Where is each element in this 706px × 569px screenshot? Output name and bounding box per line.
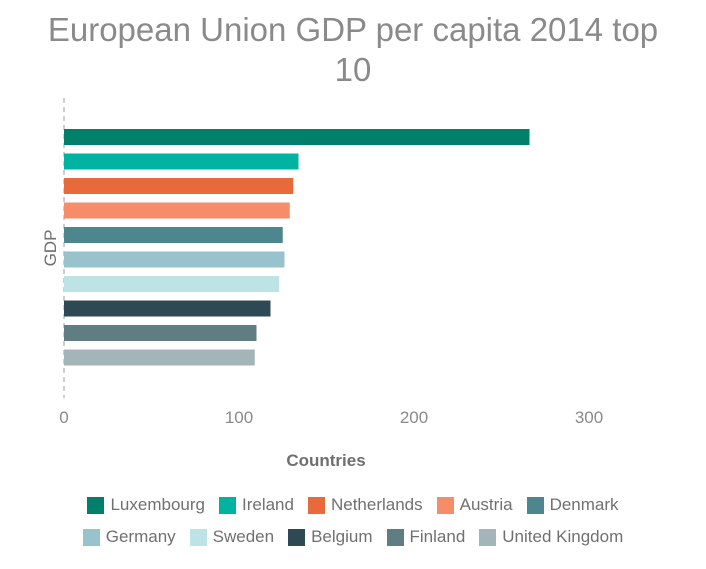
legend-swatch bbox=[288, 528, 306, 546]
y-axis-label: GDP bbox=[41, 230, 60, 267]
legend-item-denmark[interactable]: Denmark bbox=[526, 495, 619, 515]
x-ticks-group: 0 100 200 300 bbox=[59, 408, 603, 427]
legend-item-belgium[interactable]: Belgium bbox=[288, 527, 373, 547]
legend-label: Netherlands bbox=[330, 495, 423, 514]
legend-label: United Kingdom bbox=[502, 527, 624, 546]
legend-label: Luxembourg bbox=[110, 495, 205, 514]
legend-item-ireland[interactable]: Ireland bbox=[218, 495, 294, 515]
legend-item-netherlands[interactable]: Netherlands bbox=[307, 495, 423, 515]
legend-item-austria[interactable]: Austria bbox=[436, 495, 513, 515]
bar-austria bbox=[64, 202, 290, 219]
chart-title: European Union GDP per capita 2014 top 1… bbox=[0, 10, 706, 90]
legend-swatch bbox=[526, 496, 544, 514]
x-tick-label: 100 bbox=[225, 408, 253, 427]
legend-swatch bbox=[386, 528, 404, 546]
bar-chart: GDP Countries 0 100 200 300 bbox=[41, 98, 603, 470]
x-tick-label: 300 bbox=[575, 408, 603, 427]
bar-netherlands bbox=[64, 178, 294, 194]
x-tick-label: 200 bbox=[400, 408, 428, 427]
bar-germany bbox=[64, 251, 285, 268]
legend-swatch bbox=[307, 496, 325, 514]
bar-belgium bbox=[64, 300, 271, 317]
legend-item-germany[interactable]: Germany bbox=[82, 527, 176, 547]
bar-sweden bbox=[64, 276, 280, 292]
x-axis-label: Countries bbox=[286, 451, 365, 470]
legend-swatch bbox=[87, 496, 105, 514]
bar-luxembourg bbox=[64, 129, 530, 145]
bar-ireland bbox=[64, 153, 299, 170]
legend-label: Germany bbox=[105, 527, 176, 546]
legend-item-luxembourg[interactable]: Luxembourg bbox=[87, 495, 205, 515]
bar-finland bbox=[64, 325, 257, 341]
bar-denmark bbox=[64, 227, 283, 243]
chart-title-line-2: 10 bbox=[334, 51, 372, 88]
legend-label: Austria bbox=[459, 495, 513, 514]
legend-label: Denmark bbox=[549, 495, 619, 514]
legend-item-sweden[interactable]: Sweden bbox=[189, 527, 275, 547]
legend-swatch bbox=[189, 528, 207, 546]
legend-item-united-kingdom[interactable]: United Kingdom bbox=[479, 527, 623, 547]
legend-row-1: Luxembourg Ireland Netherlands Austria Denma… bbox=[0, 495, 706, 515]
legend-swatch bbox=[218, 496, 236, 514]
legend-label: Belgium bbox=[311, 527, 373, 546]
bar-united-kingdom bbox=[64, 349, 255, 366]
bars-group bbox=[64, 129, 530, 366]
legend-swatch bbox=[82, 528, 100, 546]
legend-swatch bbox=[479, 528, 497, 546]
legend-item-finland[interactable]: Finland bbox=[386, 527, 466, 547]
legend-row-2: Germany Sweden Belgium Finland United Kingdo… bbox=[0, 527, 706, 547]
legend-label: Finland bbox=[409, 527, 466, 546]
legend-label: Sweden bbox=[212, 527, 275, 546]
x-tick-label: 0 bbox=[59, 408, 68, 427]
legend-label: Ireland bbox=[241, 495, 294, 514]
chart-title-line-1: European Union GDP per capita 2014 top bbox=[47, 11, 659, 48]
legend-swatch bbox=[436, 496, 454, 514]
